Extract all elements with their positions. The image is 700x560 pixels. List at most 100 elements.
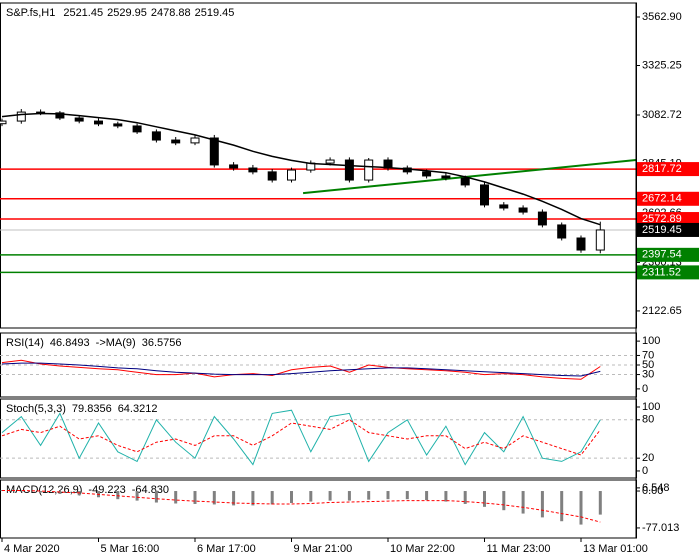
candle-body [0,120,7,125]
y-tick-label: 0 [642,383,648,395]
histogram-bar [251,491,255,506]
candle-body [537,211,547,226]
candle-body [55,112,65,119]
level-box: 2572.89 [637,212,699,227]
series-line [1,359,601,380]
title-part: RSI(14) [6,337,44,349]
candle-body [267,171,277,181]
candle-body [499,204,509,209]
histogram-bar [116,491,120,500]
x-tick-label: 13 Mar 01:00 [583,543,648,555]
histogram-bar [405,491,409,500]
candle-body [151,131,161,141]
candle-body [190,137,200,144]
level-box-bg [637,247,699,262]
title-part: 2478.88 [151,7,191,19]
histogram-bar [540,491,544,518]
level-box: 2672.14 [637,191,699,206]
histogram-bar [309,491,313,502]
candle-body [518,207,528,213]
candle-body [460,177,470,186]
histogram-bar [521,491,525,514]
candle-body [94,120,103,125]
level-box: 2311.52 [637,265,699,280]
candle-body [248,167,258,173]
title-part: Stoch(5,3,3) [6,403,66,415]
level-box-label: 2519.45 [642,224,682,236]
y-tick-label: 2122.65 [642,305,682,317]
x-tick-label: 10 Mar 22:00 [390,543,455,555]
title-part: ->MA(9) [96,337,136,349]
level-box-label: 2397.54 [642,249,682,261]
level-box-bg [637,222,699,237]
y-tick-label: 0.00 [642,485,663,497]
y-tick-label: 50 [642,359,654,371]
title-part: S&P.fs,H1 [6,7,55,19]
level-box-bg [637,265,699,280]
histogram-bar [463,491,467,504]
candle-body [287,169,296,181]
histogram-bar [579,491,583,525]
candle-body [325,159,335,164]
level-box: 2397.54 [637,247,699,262]
candle-body [229,164,239,169]
candle-body [364,159,374,181]
x-tick-label: 5 Mar 16:00 [101,543,160,555]
title-part: -64.830 [132,484,169,496]
candle-body [16,111,26,122]
level-box: 2519.45 [637,222,699,237]
y-tick-label: 30 [642,368,654,380]
candle-body [441,175,451,179]
histogram-bar [193,491,197,504]
x-tick-label: 6 Mar 17:00 [197,543,256,555]
title-part: MACD(12,26,9) [6,484,82,496]
histogram-bar [328,491,332,501]
histogram-bar [483,491,486,507]
candle-body [344,159,354,181]
histogram-bar [444,491,448,502]
y-tick-label: 3562.90 [642,11,682,23]
title-part: 36.5756 [142,337,182,349]
y-tick-label: 100 [642,401,660,413]
x-tick-label: 9 Mar 21:00 [294,543,353,555]
histogram-bar [290,491,293,504]
histogram-bar [212,491,216,505]
y-tick-label: 3325.25 [642,59,682,71]
series-line [1,112,601,226]
histogram-bar [386,491,390,500]
level-box-bg [637,212,699,227]
y-tick-label: 100 [642,335,660,347]
level-box-bg [637,191,699,206]
x-tick-label: 11 Mar 23:00 [487,543,551,555]
candle-body [171,139,181,144]
title-part: 46.8493 [50,337,90,349]
level-box-label: 2817.72 [642,163,682,175]
histogram-bar [502,491,506,511]
panel-title: Stoch(5,3,3) 79.8356 64.3212 [6,403,157,415]
y-tick-label: 20 [642,452,654,464]
y-tick-label: 6.548 [642,482,670,494]
y-tick-label: 70 [642,349,654,361]
histogram-bar [598,491,602,515]
histogram-bar [174,491,178,504]
histogram-bar [232,491,236,506]
level-box-label: 2311.52 [642,266,681,278]
y-tick-label: -77.013 [642,522,679,534]
y-tick-label: 80 [642,414,654,426]
x-tick-label: 4 Mar 2020 [4,543,60,555]
histogram-bar [154,491,158,503]
trendline [302,159,637,195]
level-box: 2817.72 [637,162,699,177]
panel-title: RSI(14) 46.8493 ->MA(9) 36.5756 [6,337,181,349]
candle-body [113,123,123,127]
panel-title: MACD(12,26,9) -49.223 -64.830 [6,484,169,496]
y-tick-label: 3082.72 [642,109,682,121]
candle-body [576,237,586,251]
candle-body [480,184,489,206]
candle-body [74,117,84,122]
title-part: 2519.45 [195,7,235,19]
histogram-bar [560,491,564,522]
level-box-label: 2672.14 [642,193,682,205]
level-box-bg [637,162,699,177]
panel-title: S&P.fs,H1 2521.45 2529.95 2478.88 2519.45 [6,7,234,19]
